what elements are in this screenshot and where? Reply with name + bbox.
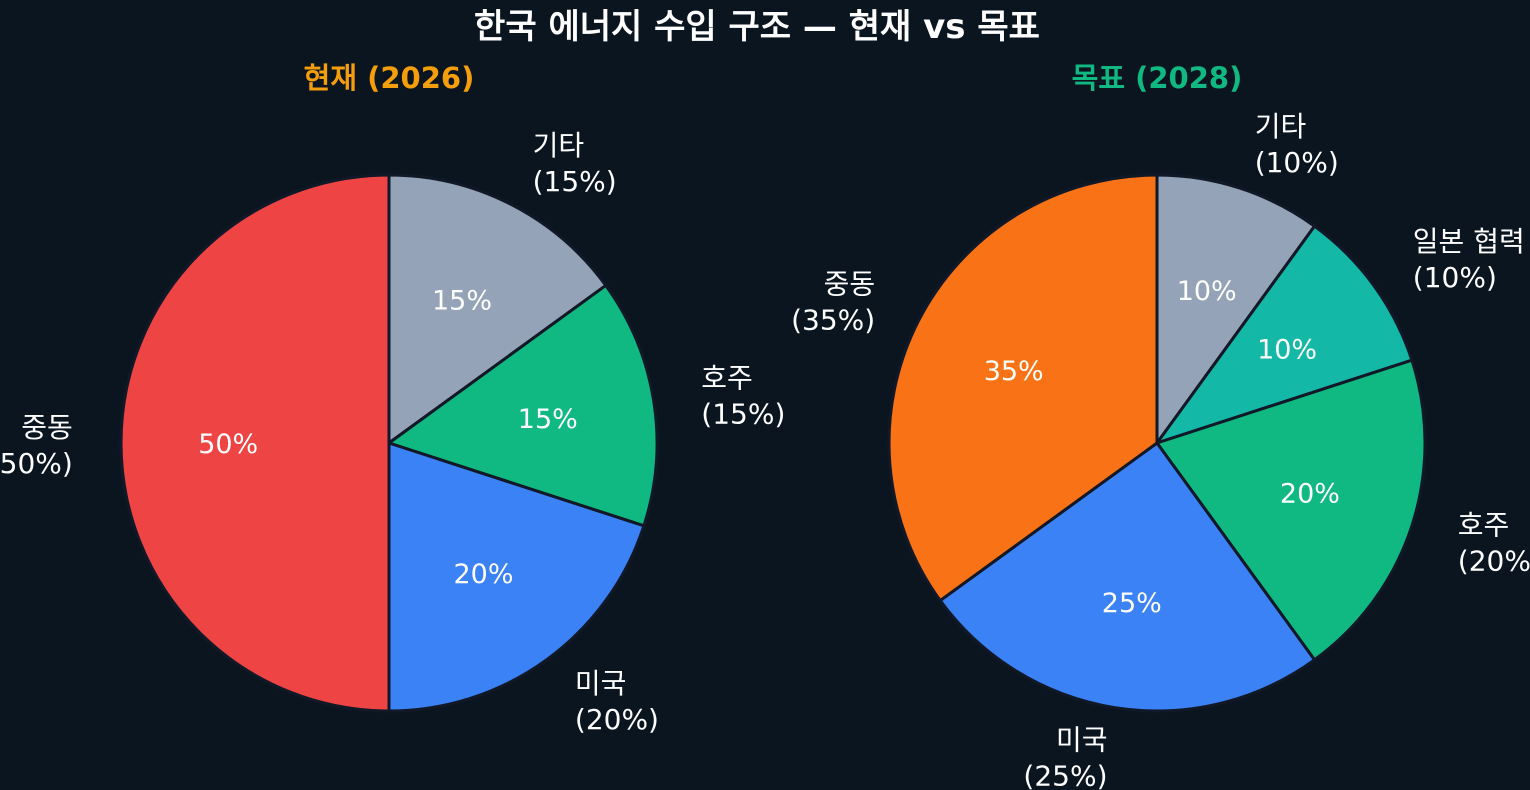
target-outer-label-pct-1: (10%) [1413,261,1497,294]
current-pct-label-2: 20% [453,559,513,590]
target-outer-label-2: 호주(20%) [1458,509,1530,578]
target-pct-label-3: 25% [1102,588,1162,619]
target-outer-label-pct-4: (35%) [791,303,875,336]
target-outer-label-pct-0: (10%) [1255,146,1339,179]
target-outer-label-3: 미국 (25%) [1023,723,1107,790]
target-outer-label-pct-2: (20%) [1458,545,1530,578]
target-pct-label-2: 20% [1280,479,1340,510]
target-outer-label-1: 일본 협력 (10%) [1413,225,1525,294]
target-slice-1 [1155,224,1414,445]
current-outer-label-pct-1: (15%) [701,398,785,431]
target-outer-label-name-2: 호주 [1458,509,1510,542]
current-slice-1 [387,283,659,528]
current-outer-label-name-2: 미국 [575,667,627,700]
target-slice-2 [1155,358,1427,662]
target-outer-label-name-1: 일본 협력 [1413,225,1525,258]
current-outer-label-0: 기타 (15%) [533,129,617,198]
current-outer-label-name-3: 중동 [21,411,73,444]
target-slice-0 [1155,173,1317,445]
current-slice-2 [387,441,646,713]
target-outer-label-0: 기타 (10%) [1255,110,1339,179]
target-outer-label-name-0: 기타 [1255,110,1307,143]
current-outer-label-pct-0: (15%) [533,165,617,198]
target-pct-label-0: 10% [1177,276,1237,307]
current-outer-label-name-0: 기타 [533,129,585,162]
pie-target-title: 목표 (2028) [1072,61,1243,95]
current-slice-0 [387,173,608,445]
figure-title: 한국 에너지 수입 구조 — 현재 vs 목표 [474,7,1040,47]
current-pct-label-0: 15% [432,286,492,317]
target-pct-label-1: 10% [1257,335,1317,366]
target-outer-label-4: 중동 (35%) [791,267,875,336]
target-slice-4 [887,173,1159,603]
current-outer-label-3: 중동(50%) [0,411,73,480]
current-outer-label-1: 호주 (15%) [701,362,785,431]
current-outer-label-2: 미국 (20%) [575,667,659,736]
pie-current-title: 현재 (2026) [304,61,475,95]
pie-current: 현재 (2026) 15%기타 (15%)15%호주 (15%)20%미국 (20%)… [0,61,785,736]
current-pct-label-3: 50% [198,429,258,460]
current-outer-label-pct-2: (20%) [575,703,659,736]
current-slice-3 [119,173,391,713]
current-pct-label-1: 15% [518,404,578,435]
target-pct-label-4: 35% [984,356,1044,387]
target-outer-label-name-3: 미국 [1056,723,1108,756]
target-outer-label-pct-3: (25%) [1023,759,1107,790]
target-slice-3 [938,441,1317,713]
current-outer-label-name-1: 호주 [701,362,753,395]
current-outer-label-pct-3: (50%) [0,447,73,480]
pie-target: 목표 (2028) 10%기타 (10%)10%일본 협력 (10%)20%호주 (2… [791,61,1530,790]
target-outer-label-name-4: 중동 [824,267,876,300]
